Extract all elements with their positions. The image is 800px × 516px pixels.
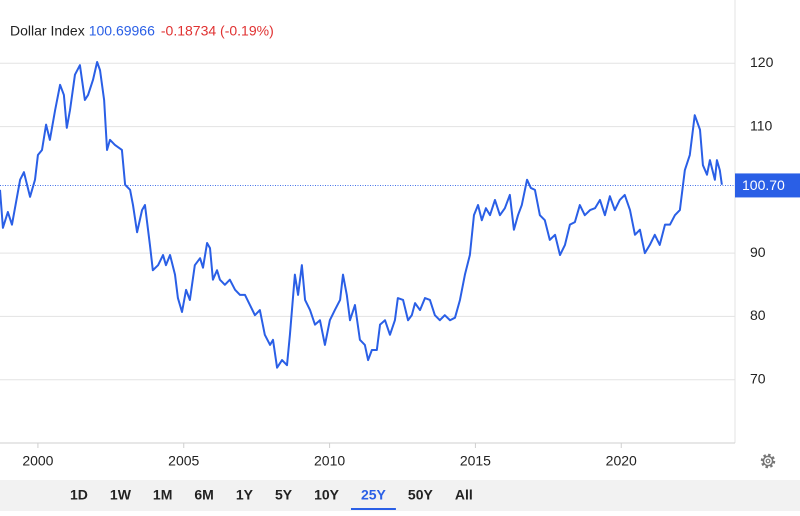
change: -0.18734 (-0.19%) [161, 23, 274, 39]
last-price-box [735, 173, 800, 198]
range-button[interactable]: 5Y [275, 487, 293, 503]
y-tick-label: 70 [750, 370, 766, 386]
gear-ring [762, 455, 774, 467]
settings-icon[interactable] [760, 453, 776, 469]
range-button[interactable]: All [455, 487, 473, 503]
last-price-label: 100.70 [742, 177, 785, 193]
range-button[interactable]: 1D [70, 487, 88, 503]
range-button[interactable]: 10Y [314, 487, 340, 503]
price-line [0, 61, 723, 369]
range-button[interactable]: 1W [110, 487, 132, 503]
y-tick-label: 90 [750, 244, 766, 260]
range-button[interactable]: 6M [194, 487, 213, 503]
gear-teeth [760, 453, 776, 469]
x-tick-label: 2005 [168, 453, 199, 469]
range-button[interactable]: 1M [153, 487, 172, 503]
range-button[interactable]: 25Y [361, 487, 387, 503]
x-tick-label: 2015 [460, 453, 491, 469]
range-button[interactable]: 50Y [408, 487, 434, 503]
range-button[interactable]: 1Y [236, 487, 254, 503]
y-tick-label: 110 [750, 117, 773, 133]
last-value: 100.69966 [89, 23, 155, 39]
x-tick-label: 2000 [22, 453, 53, 469]
range-bar [0, 480, 800, 511]
chart-title: Dollar Index [10, 23, 85, 39]
x-tick-label: 2020 [606, 453, 637, 469]
y-tick-label: 80 [750, 307, 766, 323]
y-tick-label: 120 [750, 54, 774, 70]
x-tick-label: 2010 [314, 453, 345, 469]
gear-hub [765, 458, 771, 464]
